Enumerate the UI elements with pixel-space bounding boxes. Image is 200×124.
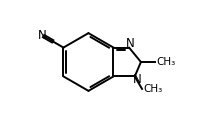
Text: N: N <box>38 29 46 42</box>
Text: N: N <box>132 73 141 86</box>
Text: N: N <box>125 37 134 50</box>
Text: CH₃: CH₃ <box>143 84 162 94</box>
Text: CH₃: CH₃ <box>156 57 176 67</box>
